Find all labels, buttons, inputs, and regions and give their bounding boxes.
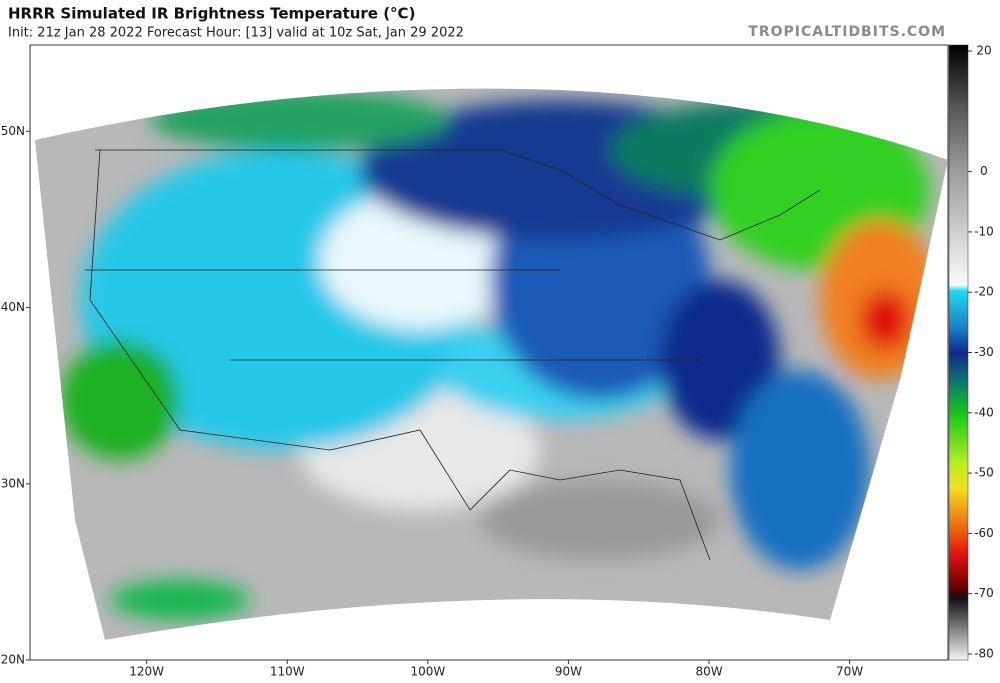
map	[29, 44, 949, 661]
lon-tick-label: 120W	[129, 665, 164, 679]
lon-tick-label: 80W	[695, 665, 722, 679]
colorbar-tick-label: -20	[974, 285, 994, 299]
colorbar	[948, 44, 969, 661]
title: HRRR Simulated IR Brightness Temperature…	[8, 5, 415, 23]
source: TROPICALTIDBITS.COM	[748, 24, 946, 40]
cloud-field	[60, 90, 940, 620]
lon-tick-label: 110W	[270, 665, 305, 679]
colorbar-tick-label: 0	[980, 164, 988, 178]
subtitle: Init: 21z Jan 28 2022 Forecast Hour: [13…	[8, 26, 464, 41]
colorbar-tick-label: 20	[976, 44, 991, 58]
colorbar-tick-label: -70	[974, 586, 994, 600]
lon-tick-label: 70W	[836, 665, 863, 679]
lat-tick-label: 20N	[1, 653, 25, 667]
colorbar-tick-label: -80	[974, 646, 994, 660]
lat-tick-label: 50N	[1, 124, 25, 138]
colorbar-tick-label: -40	[974, 405, 994, 419]
colorbar-tick-label: -30	[974, 345, 994, 359]
colorbar-tick-label: -10	[974, 224, 994, 238]
lat-tick-label: 40N	[1, 300, 25, 314]
colorbar-tick-label: -50	[974, 466, 994, 480]
boundaries	[85, 149, 821, 561]
lon-tick-label: 100W	[410, 665, 445, 679]
colorbar-tick-label: -60	[974, 526, 994, 540]
lon-tick-label: 90W	[555, 665, 582, 679]
lat-tick-label: 30N	[1, 476, 25, 490]
